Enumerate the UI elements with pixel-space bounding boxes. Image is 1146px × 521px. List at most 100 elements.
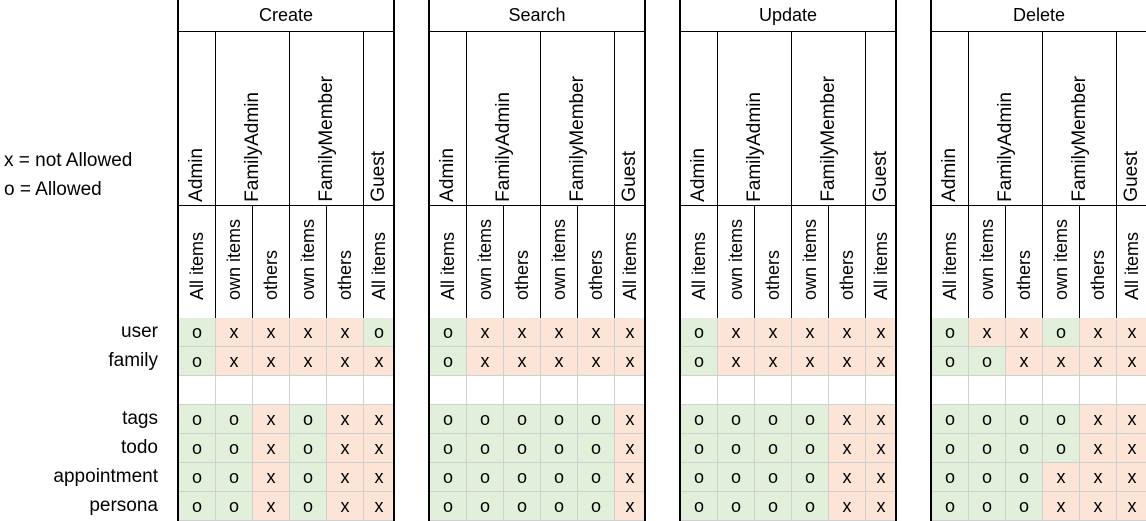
permission-cell[interactable]: o [1006,492,1043,521]
permission-cell[interactable]: x [829,405,866,434]
permission-cell[interactable]: o [467,492,504,521]
permission-cell[interactable]: x [327,347,364,376]
permission-cell[interactable]: o [504,405,541,434]
permission-cell[interactable]: x [253,492,290,521]
permission-cell[interactable]: o [179,347,216,376]
permission-cell[interactable]: x [541,318,578,347]
permission-cell[interactable]: o [290,463,327,492]
permission-cell[interactable]: o [216,405,253,434]
permission-cell[interactable] [216,376,253,405]
permission-cell[interactable]: o [179,463,216,492]
permission-cell[interactable]: o [430,434,467,463]
permission-cell[interactable]: o [932,492,969,521]
permission-cell[interactable]: x [718,318,755,347]
permission-cell[interactable]: o [792,405,829,434]
permission-cell[interactable] [1080,376,1117,405]
permission-cell[interactable]: o [578,405,615,434]
permission-cell[interactable]: x [1080,492,1117,521]
permission-cell[interactable]: x [290,318,327,347]
permission-cell[interactable]: x [327,463,364,492]
permission-cell[interactable]: o [1006,405,1043,434]
permission-cell[interactable]: x [364,492,395,521]
permission-cell[interactable]: o [681,463,718,492]
permission-cell[interactable]: o [1043,405,1080,434]
permission-cell[interactable]: x [829,318,866,347]
permission-cell[interactable]: x [578,347,615,376]
permission-cell[interactable]: x [755,347,792,376]
permission-cell[interactable]: x [755,318,792,347]
permission-cell[interactable]: o [578,434,615,463]
permission-cell[interactable]: o [541,492,578,521]
permission-cell[interactable]: o [430,318,467,347]
permission-cell[interactable]: x [253,405,290,434]
permission-cell[interactable]: o [430,405,467,434]
permission-cell[interactable]: x [253,347,290,376]
permission-cell[interactable]: o [718,492,755,521]
permission-cell[interactable] [327,376,364,405]
permission-cell[interactable]: x [364,434,395,463]
permission-cell[interactable] [1006,376,1043,405]
permission-cell[interactable]: o [792,434,829,463]
permission-cell[interactable] [467,376,504,405]
permission-cell[interactable]: x [969,318,1006,347]
permission-cell[interactable]: x [1117,492,1146,521]
permission-cell[interactable]: o [578,492,615,521]
permission-cell[interactable]: o [969,347,1006,376]
permission-cell[interactable]: x [1080,347,1117,376]
permission-cell[interactable]: x [1080,405,1117,434]
permission-cell[interactable] [179,376,216,405]
permission-cell[interactable] [932,376,969,405]
permission-cell[interactable] [364,376,395,405]
permission-cell[interactable]: o [364,318,395,347]
permission-cell[interactable]: o [1043,434,1080,463]
permission-cell[interactable] [615,376,646,405]
permission-cell[interactable]: x [253,463,290,492]
permission-cell[interactable]: x [467,318,504,347]
permission-cell[interactable] [718,376,755,405]
permission-cell[interactable]: x [718,347,755,376]
permission-cell[interactable]: x [216,318,253,347]
permission-cell[interactable]: x [866,318,897,347]
permission-cell[interactable]: x [253,318,290,347]
permission-cell[interactable]: o [430,347,467,376]
permission-cell[interactable]: x [364,463,395,492]
permission-cell[interactable]: o [681,347,718,376]
permission-cell[interactable] [792,376,829,405]
permission-cell[interactable]: x [327,318,364,347]
permission-cell[interactable] [578,376,615,405]
permission-cell[interactable]: o [216,434,253,463]
permission-cell[interactable]: o [755,463,792,492]
permission-cell[interactable]: x [364,347,395,376]
permission-cell[interactable] [504,376,541,405]
permission-cell[interactable]: o [681,434,718,463]
permission-cell[interactable] [253,376,290,405]
permission-cell[interactable]: o [216,463,253,492]
permission-cell[interactable]: o [755,492,792,521]
permission-cell[interactable]: x [1117,434,1146,463]
permission-cell[interactable]: o [969,463,1006,492]
permission-cell[interactable]: x [615,347,646,376]
permission-cell[interactable]: o [969,405,1006,434]
permission-cell[interactable]: o [504,434,541,463]
permission-cell[interactable] [541,376,578,405]
permission-cell[interactable]: o [969,434,1006,463]
permission-cell[interactable]: o [541,463,578,492]
permission-cell[interactable]: x [1080,434,1117,463]
permission-cell[interactable]: x [866,492,897,521]
permission-cell[interactable]: x [829,463,866,492]
permission-cell[interactable]: x [541,347,578,376]
permission-cell[interactable]: o [969,492,1006,521]
permission-cell[interactable]: o [681,318,718,347]
permission-cell[interactable]: o [430,492,467,521]
permission-cell[interactable]: o [681,492,718,521]
permission-cell[interactable]: o [504,492,541,521]
permission-cell[interactable]: o [932,347,969,376]
permission-cell[interactable] [1117,376,1146,405]
permission-cell[interactable] [866,376,897,405]
permission-cell[interactable]: x [866,434,897,463]
permission-cell[interactable]: o [1006,463,1043,492]
permission-cell[interactable]: o [467,434,504,463]
permission-cell[interactable]: o [755,434,792,463]
permission-cell[interactable]: x [829,492,866,521]
permission-cell[interactable] [430,376,467,405]
